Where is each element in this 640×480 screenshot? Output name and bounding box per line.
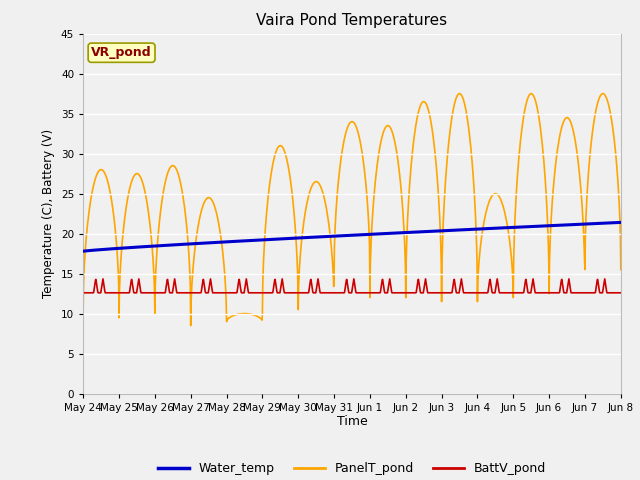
Y-axis label: Temperature (C), Battery (V): Temperature (C), Battery (V) bbox=[42, 129, 56, 298]
Legend: Water_temp, PanelT_pond, BattV_pond: Water_temp, PanelT_pond, BattV_pond bbox=[152, 457, 552, 480]
Text: VR_pond: VR_pond bbox=[92, 46, 152, 59]
X-axis label: Time: Time bbox=[337, 415, 367, 429]
Title: Vaira Pond Temperatures: Vaira Pond Temperatures bbox=[257, 13, 447, 28]
